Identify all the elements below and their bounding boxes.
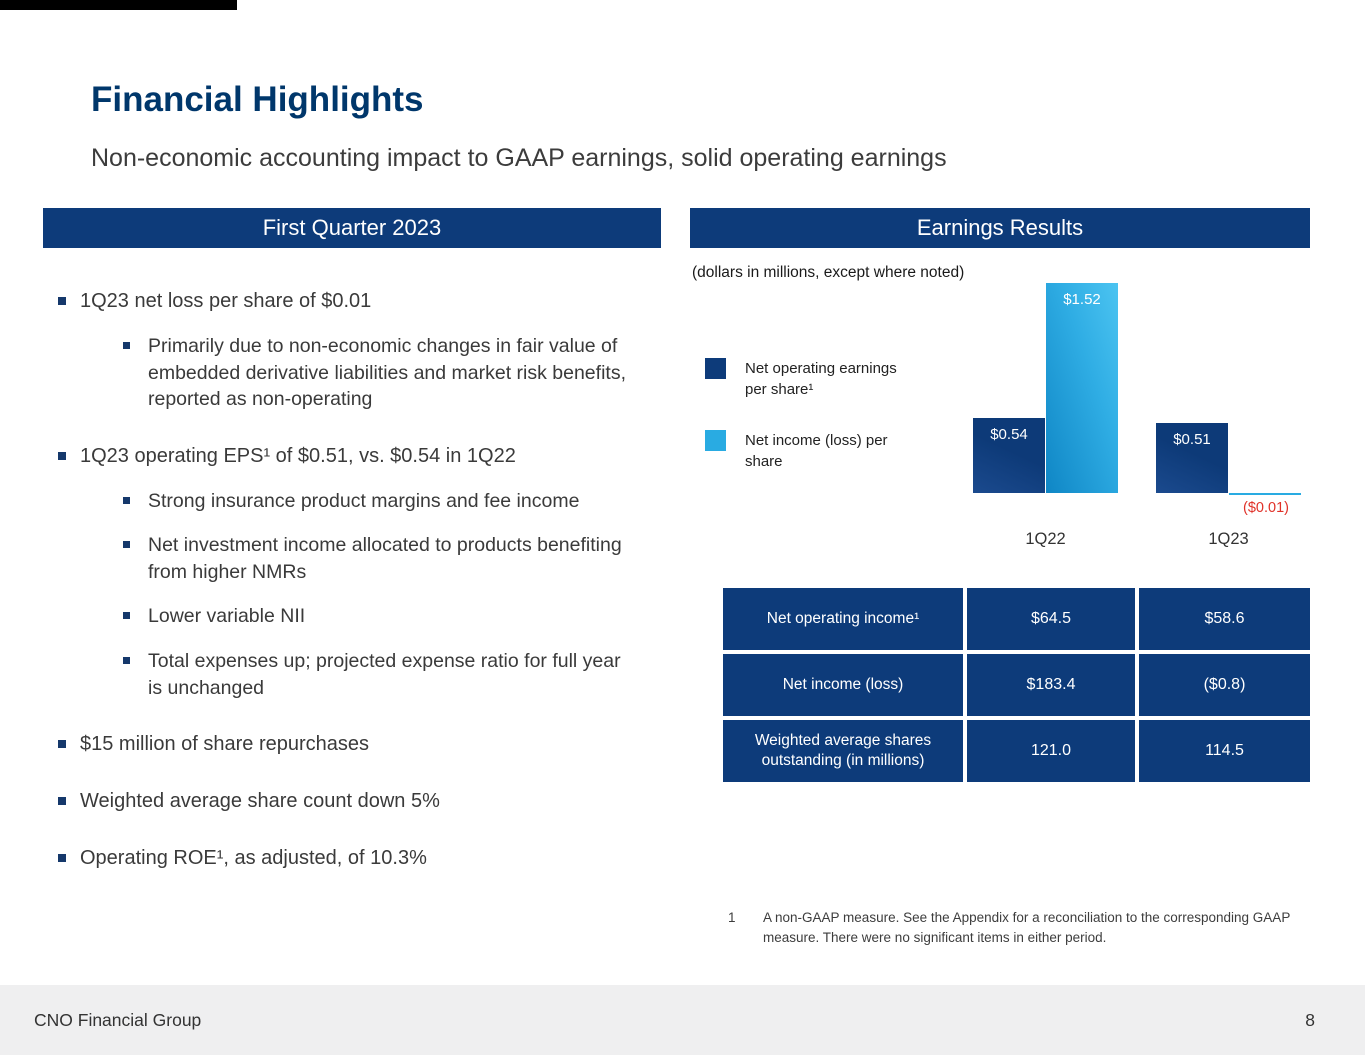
bullet-operating-eps: 1Q23 operating EPS¹ of $0.51, vs. $0.54 …: [58, 443, 661, 470]
bar-1q23-operating: $0.51: [1156, 423, 1228, 493]
left-panel-header: First Quarter 2023: [43, 208, 661, 248]
page-title: Financial Highlights: [91, 80, 424, 119]
footer-company: CNO Financial Group: [34, 1009, 202, 1030]
footnote-number: 1: [728, 910, 736, 925]
footnote: 1 A non-GAAP measure. See the Appendix f…: [728, 908, 1316, 949]
page-subtitle: Non-economic accounting impact to GAAP e…: [91, 144, 947, 172]
bullet-repurchases: $15 million of share repurchases: [58, 731, 661, 758]
earnings-results-panel: Earnings Results (dollars in millions, e…: [690, 208, 1310, 968]
legend-swatch-lightblue-icon: [705, 430, 726, 451]
bullet-lower-nii: Lower variable NII: [123, 603, 661, 630]
legend-item-operating: Net operating earnings per share¹: [705, 358, 920, 400]
table-cell-1q23: $58.6: [1139, 588, 1310, 650]
right-panel-header: Earnings Results: [690, 208, 1310, 248]
earnings-table: Net operating income¹ $64.5 $58.6 Net in…: [723, 588, 1310, 782]
bar-1q23-net-loss: [1229, 493, 1301, 495]
chart-note: (dollars in millions, except where noted…: [692, 264, 965, 281]
bullet-square-icon: [123, 342, 130, 350]
negative-value-label: ($0.01): [1243, 500, 1289, 516]
footer-page-number: 8: [1305, 1009, 1315, 1030]
bullet-square-icon: [123, 496, 130, 504]
bullet-margins: Strong insurance product margins and fee…: [123, 488, 661, 515]
top-accent-bar: [0, 0, 237, 10]
bullet-net-loss: 1Q23 net loss per share of $0.01: [58, 288, 661, 315]
table-cell-1q22: $183.4: [967, 654, 1135, 716]
table-row-label: Net operating income¹: [723, 588, 963, 650]
bullet-expenses: Total expenses up; projected expense rat…: [123, 648, 661, 701]
bar-1q22-net-income: $1.52: [1046, 283, 1118, 493]
slide-footer: CNO Financial Group 8: [0, 985, 1365, 1055]
table-cell-1q22: 121.0: [967, 720, 1135, 782]
first-quarter-panel: First Quarter 2023 1Q23 net loss per sha…: [43, 208, 661, 873]
bullet-square-icon: [123, 541, 130, 549]
axis-label-1q22: 1Q22: [1025, 530, 1066, 548]
bullet-non-economic: Primarily due to non-economic changes in…: [123, 333, 661, 413]
bullet-share-count: Weighted average share count down 5%: [58, 788, 661, 815]
table-cell-1q22: $64.5: [967, 588, 1135, 650]
bullet-square-icon: [58, 297, 66, 305]
bar-1q22-operating: $0.54: [973, 418, 1045, 493]
bullet-square-icon: [123, 656, 130, 664]
bullet-square-icon: [58, 740, 66, 749]
bullet-nii-allocated: Net investment income allocated to produ…: [123, 532, 661, 585]
table-cell-1q23: ($0.8): [1139, 654, 1310, 716]
bullet-square-icon: [123, 612, 130, 620]
legend-swatch-navy-icon: [705, 358, 726, 379]
table-row-label: Weighted average shares outstanding (in …: [723, 720, 963, 782]
table-row-label: Net income (loss): [723, 654, 963, 716]
bullet-roe: Operating ROE¹, as adjusted, of 10.3%: [58, 845, 661, 872]
bullet-square-icon: [58, 854, 66, 863]
axis-label-1q23: 1Q23: [1208, 530, 1249, 548]
table-cell-1q23: 114.5: [1139, 720, 1310, 782]
legend-item-net-income: Net income (loss) per share: [705, 430, 920, 472]
bullet-square-icon: [58, 451, 66, 460]
footnote-text: A non-GAAP measure. See the Appendix for…: [763, 910, 1291, 946]
bullet-square-icon: [58, 797, 66, 806]
